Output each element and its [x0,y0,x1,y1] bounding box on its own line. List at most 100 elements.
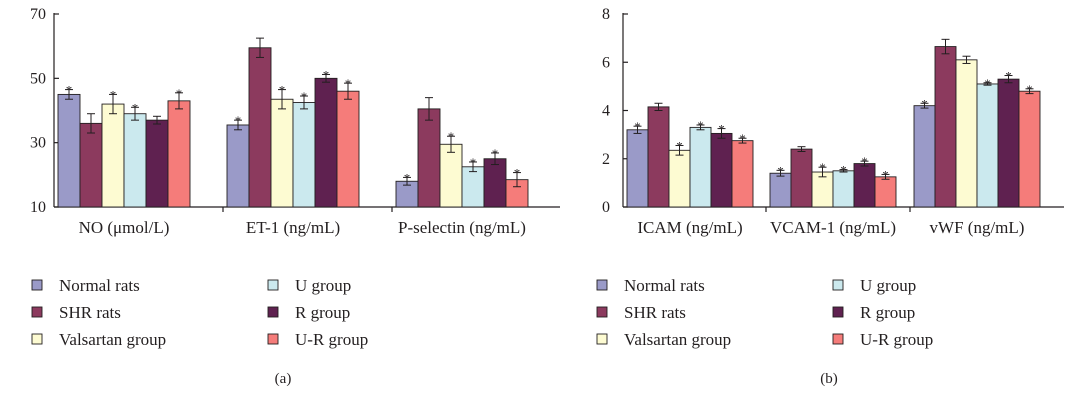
bar-r-group [997,78,1020,208]
bar-valsartan-group [270,98,294,208]
chart-panel-a: 10 30 50 70 NO (μmol/L) ET-1 (ng/mL) P-selecti… [30,6,560,387]
significance-star: * [739,131,746,146]
legend-label: U group [860,276,916,295]
bar-normal-rats [57,93,81,208]
legend-swatch [267,279,279,291]
bar-r-group [314,77,338,208]
bar-shr-rats [934,46,957,208]
significance-star: * [110,87,117,102]
y-tick-label: 10 [30,199,46,216]
legend-label: U group [295,276,351,295]
x-category-label: ICAM (ng/mL) [637,218,742,237]
legend-swatch [31,306,43,318]
bar-u-group [689,126,712,208]
bar-r-group [710,132,733,208]
bar-u-r-group [167,100,191,208]
bar-u-r-group [731,140,754,208]
significance-star: * [514,166,521,181]
y-tick-label: 4 [602,103,610,120]
significance-star: * [448,129,455,144]
y-tick-label: 6 [602,54,610,71]
bar-normal-rats [626,129,649,208]
significance-star: * [718,122,725,137]
bar-normal-rats [913,105,936,208]
significance-star: * [1026,82,1033,97]
legend-label: R group [295,303,350,322]
significance-star: * [777,163,784,178]
legend-label: Normal rats [59,276,140,295]
legend-label: R group [860,303,915,322]
bar-u-group [292,102,316,208]
bar-normal-rats [226,124,250,208]
y-tick-label: 70 [30,6,46,23]
significance-star: * [676,138,683,153]
y-tick-label: 2 [602,151,610,168]
significance-star: * [279,83,286,98]
legend-label: U-R group [860,330,933,349]
significance-star: * [176,86,183,101]
bar-u-group [976,83,999,208]
y-tick-label: 8 [602,6,610,23]
significance-star: * [634,119,641,134]
legend-swatch [267,306,279,318]
significance-star: * [882,167,889,182]
bar-shr-rats [248,47,272,208]
bar-valsartan-group [101,103,125,208]
significance-star: * [1005,69,1012,84]
legend-label: Valsartan group [624,330,731,349]
y-tick-label: 30 [30,135,46,152]
significance-star: * [323,67,330,82]
significance-star: * [840,163,847,178]
bar-valsartan-group [439,143,463,208]
legend-label: Valsartan group [59,330,166,349]
significance-star: * [861,154,868,169]
significance-star: * [66,83,73,98]
significance-star: * [301,89,308,104]
bar-u-group [123,113,147,208]
legend-label: U-R group [295,330,368,349]
bar-r-group [483,158,507,208]
significance-star: * [404,170,411,185]
significance-star: * [492,146,499,161]
x-category-label: VCAM-1 (ng/mL) [770,218,896,237]
legend-label: Normal rats [624,276,705,295]
legend-swatch [31,279,43,291]
legend-label: SHR rats [624,303,686,322]
bar-u-r-group [1018,90,1041,208]
bar-r-group [145,119,169,208]
legend-swatch [832,279,844,291]
x-category-label: NO (μmol/L) [79,218,170,237]
bar-r-group [853,163,876,208]
panel-label: (a) [275,371,292,387]
bar-valsartan-group [955,59,978,208]
significance-star: * [819,160,826,175]
legend-swatch [832,306,844,318]
y-tick-label: 0 [602,199,610,216]
significance-star: * [345,76,352,91]
significance-star: * [235,113,242,128]
bar-shr-rats [790,148,813,208]
legend-swatch [267,333,279,345]
panel-label: (b) [820,371,838,387]
significance-star: * [470,155,477,170]
bar-u-r-group [336,90,360,208]
chart-panel-b: 0 2 4 6 8 ICAM (ng/mL) VCAM-1 (ng/mL) vWF (ng/m… [596,6,1064,387]
x-category-label: vWF (ng/mL) [930,218,1025,237]
legend-swatch [596,279,608,291]
legend-swatch [31,333,43,345]
bar-shr-rats [79,122,103,208]
bar-valsartan-group [668,149,691,208]
significance-star: * [984,76,991,91]
y-tick-label: 50 [30,70,46,87]
bar-shr-rats [417,108,441,208]
legend-swatch [596,333,608,345]
legend-swatch [596,306,608,318]
bar-u-group [461,166,485,208]
significance-star: * [132,100,139,115]
x-category-label: P-selectin (ng/mL) [398,218,526,237]
bar-shr-rats [647,106,670,208]
significance-star: * [921,96,928,111]
x-category-label: ET-1 (ng/mL) [246,218,340,237]
legend-label: SHR rats [59,303,121,322]
